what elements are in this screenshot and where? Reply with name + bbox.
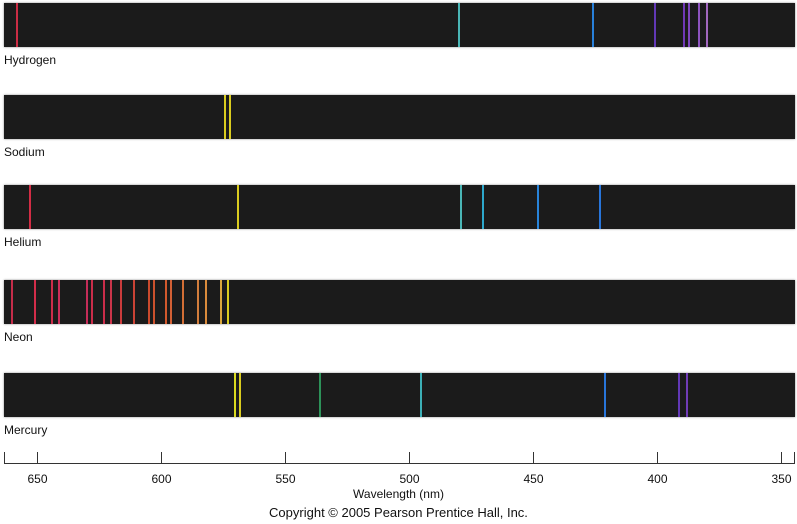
emission-line bbox=[236, 185, 239, 229]
spectrum-label: Neon bbox=[4, 330, 33, 344]
emission-line bbox=[685, 373, 688, 417]
emission-line bbox=[147, 280, 150, 324]
emission-line bbox=[11, 280, 14, 324]
emission-line bbox=[705, 3, 708, 47]
spectrum-label: Mercury bbox=[4, 423, 48, 437]
emission-line bbox=[226, 280, 229, 324]
emission-line bbox=[204, 280, 207, 324]
emission-line bbox=[182, 280, 185, 324]
tick-label: 650 bbox=[27, 472, 48, 486]
emission-line bbox=[234, 373, 237, 417]
tick-label: 350 bbox=[771, 472, 792, 486]
emission-line bbox=[169, 280, 172, 324]
emission-line bbox=[229, 95, 232, 139]
emission-line bbox=[482, 185, 485, 229]
emission-line bbox=[698, 3, 701, 47]
spectrum-sodium bbox=[4, 95, 795, 139]
spectrum-mercury bbox=[4, 373, 795, 417]
emission-line bbox=[653, 3, 656, 47]
emission-line bbox=[90, 280, 93, 324]
emission-line bbox=[239, 373, 242, 417]
emission-line bbox=[152, 280, 155, 324]
emission-line bbox=[33, 280, 36, 324]
emission-line bbox=[16, 3, 19, 47]
tick-label: 550 bbox=[275, 472, 296, 486]
emission-line bbox=[58, 280, 61, 324]
emission-line bbox=[591, 3, 594, 47]
emission-line bbox=[224, 95, 227, 139]
tick-label: 450 bbox=[523, 472, 544, 486]
emission-line bbox=[457, 3, 460, 47]
emission-line bbox=[110, 280, 113, 324]
tick-label: 400 bbox=[647, 472, 668, 486]
emission-line bbox=[420, 373, 423, 417]
emission-line bbox=[164, 280, 167, 324]
emission-line bbox=[683, 3, 686, 47]
emission-line bbox=[132, 280, 135, 324]
emission-line bbox=[598, 185, 601, 229]
emission-line bbox=[678, 373, 681, 417]
spectrum-label: Helium bbox=[4, 235, 42, 249]
tick-label: 500 bbox=[399, 472, 420, 486]
tick-label: 600 bbox=[151, 472, 172, 486]
spectrum-label: Hydrogen bbox=[4, 53, 57, 67]
emission-line bbox=[28, 185, 31, 229]
axis-label: Wavelength (nm) bbox=[353, 487, 444, 501]
copyright: Copyright © 2005 Pearson Prentice Hall, … bbox=[269, 505, 528, 520]
emission-line bbox=[85, 280, 88, 324]
emission-line bbox=[688, 3, 691, 47]
emission-line bbox=[460, 185, 463, 229]
emission-line bbox=[50, 280, 53, 324]
emission-line bbox=[219, 280, 222, 324]
emission-line bbox=[536, 185, 539, 229]
spectrum-helium bbox=[4, 185, 795, 229]
emission-line bbox=[197, 280, 200, 324]
spectrum-hydrogen bbox=[4, 3, 795, 47]
emission-line bbox=[120, 280, 123, 324]
emission-line bbox=[318, 373, 321, 417]
spectrum-neon bbox=[4, 280, 795, 324]
spectrum-label: Sodium bbox=[4, 145, 45, 159]
emission-line bbox=[102, 280, 105, 324]
emission-line bbox=[603, 373, 606, 417]
